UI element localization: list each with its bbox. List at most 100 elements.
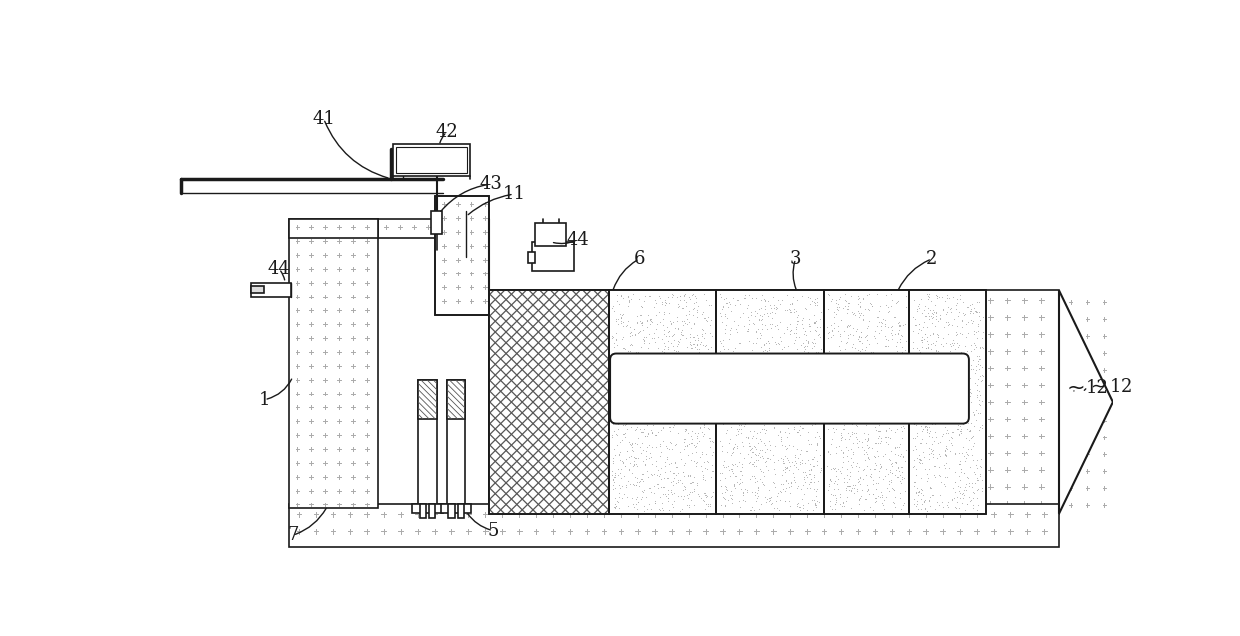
Point [656, 368, 676, 378]
Point [932, 359, 952, 369]
Point [620, 331, 640, 341]
Point [952, 498, 972, 508]
Point [831, 336, 851, 347]
Point [680, 470, 699, 480]
Point [630, 424, 650, 434]
Point [949, 340, 968, 350]
Point [956, 341, 976, 351]
Point [775, 305, 795, 315]
Point [713, 301, 733, 311]
Point [678, 357, 698, 367]
Point [780, 392, 800, 402]
Point [940, 382, 960, 392]
Point [920, 398, 940, 408]
Point [961, 397, 981, 407]
Point [744, 457, 764, 467]
Point [627, 422, 647, 432]
Point [760, 492, 780, 502]
Point [663, 290, 683, 300]
Point [719, 356, 739, 366]
Point [621, 442, 641, 452]
Point [639, 453, 658, 463]
Point [932, 291, 952, 301]
Point [642, 428, 662, 438]
Point [675, 413, 694, 424]
Point [753, 452, 773, 462]
Point [614, 368, 634, 378]
Point [665, 329, 684, 339]
Point [868, 478, 888, 488]
Point [748, 491, 768, 501]
Point [699, 373, 719, 384]
Point [750, 466, 770, 476]
Point [939, 401, 959, 411]
Point [702, 459, 722, 469]
Point [764, 478, 784, 488]
Point [701, 357, 720, 367]
Point [908, 427, 928, 438]
Point [801, 464, 821, 474]
Point [866, 378, 885, 388]
Point [622, 413, 642, 424]
Point [955, 490, 975, 500]
Point [751, 342, 771, 352]
Point [666, 458, 686, 468]
Point [875, 432, 895, 442]
Point [687, 410, 707, 420]
Point [770, 410, 790, 420]
Point [919, 413, 939, 424]
Point [702, 466, 722, 476]
Point [854, 350, 874, 361]
Point [761, 497, 781, 508]
Point [676, 300, 696, 310]
Point [799, 379, 818, 389]
Point [915, 310, 935, 321]
Point [796, 469, 816, 480]
Point [942, 405, 962, 415]
Point [867, 353, 887, 363]
Point [825, 464, 844, 474]
Point [629, 327, 649, 337]
Point [942, 338, 962, 348]
Point [737, 485, 756, 495]
Point [665, 323, 684, 333]
Point [696, 397, 715, 407]
Point [787, 402, 807, 412]
Point [733, 488, 753, 498]
Point [959, 328, 978, 338]
Point [827, 416, 847, 426]
Point [967, 505, 987, 515]
Point [776, 401, 796, 411]
Point [925, 504, 945, 515]
Point [745, 478, 765, 488]
Point [837, 470, 857, 480]
Point [853, 310, 873, 321]
Point [858, 394, 878, 404]
Point [796, 304, 816, 314]
Point [906, 453, 926, 463]
Point [764, 503, 784, 513]
Point [792, 458, 812, 468]
Point [827, 415, 847, 425]
Point [661, 401, 681, 411]
Point [770, 495, 790, 505]
Point [925, 368, 945, 378]
Point [864, 452, 884, 462]
Point [605, 366, 625, 376]
Point [696, 340, 715, 350]
Point [649, 427, 668, 437]
Point [608, 424, 627, 434]
Point [759, 338, 779, 348]
Point [925, 427, 945, 438]
Point [678, 450, 698, 460]
Point [889, 317, 909, 328]
Point [777, 353, 797, 363]
Point [662, 488, 682, 499]
Point [611, 388, 631, 398]
Point [667, 380, 687, 391]
Point [799, 319, 818, 329]
Point [883, 362, 903, 372]
Point [971, 471, 991, 481]
Point [776, 362, 796, 372]
Point [651, 464, 671, 474]
